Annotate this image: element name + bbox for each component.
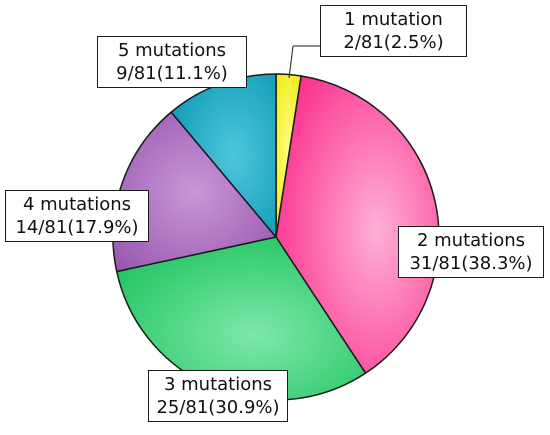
slice-label-name: 4 mutations bbox=[22, 194, 132, 215]
slice-label-1-mutation: 1 mutation 2/81(2.5%) bbox=[320, 5, 467, 57]
slice-label-detail: 25/81(30.9%) bbox=[156, 397, 280, 418]
slice-label-5-mutations: 5 mutations 9/81(11.1%) bbox=[97, 36, 247, 88]
slice-label-name: 1 mutation bbox=[344, 9, 443, 30]
pie-slice-4-mutations bbox=[112, 111, 277, 273]
slice-label-detail: 9/81(11.1%) bbox=[116, 63, 228, 84]
slice-label-4-mutations: 4 mutations 14/81(17.9%) bbox=[5, 190, 149, 242]
slice-label-detail: 2/81(2.5%) bbox=[343, 32, 444, 53]
slice-label-2-mutations: 2 mutations 31/81(38.3%) bbox=[398, 226, 544, 278]
leader-line-1-mutation bbox=[288, 45, 294, 79]
slice-label-detail: 31/81(38.3%) bbox=[409, 253, 533, 274]
slice-label-name: 5 mutations bbox=[117, 40, 227, 61]
slice-label-name: 2 mutations bbox=[416, 230, 526, 251]
slice-label-detail: 14/81(17.9%) bbox=[15, 217, 139, 238]
slice-label-name: 3 mutations bbox=[163, 374, 273, 395]
slice-label-3-mutations: 3 mutations 25/81(30.9%) bbox=[148, 370, 288, 422]
